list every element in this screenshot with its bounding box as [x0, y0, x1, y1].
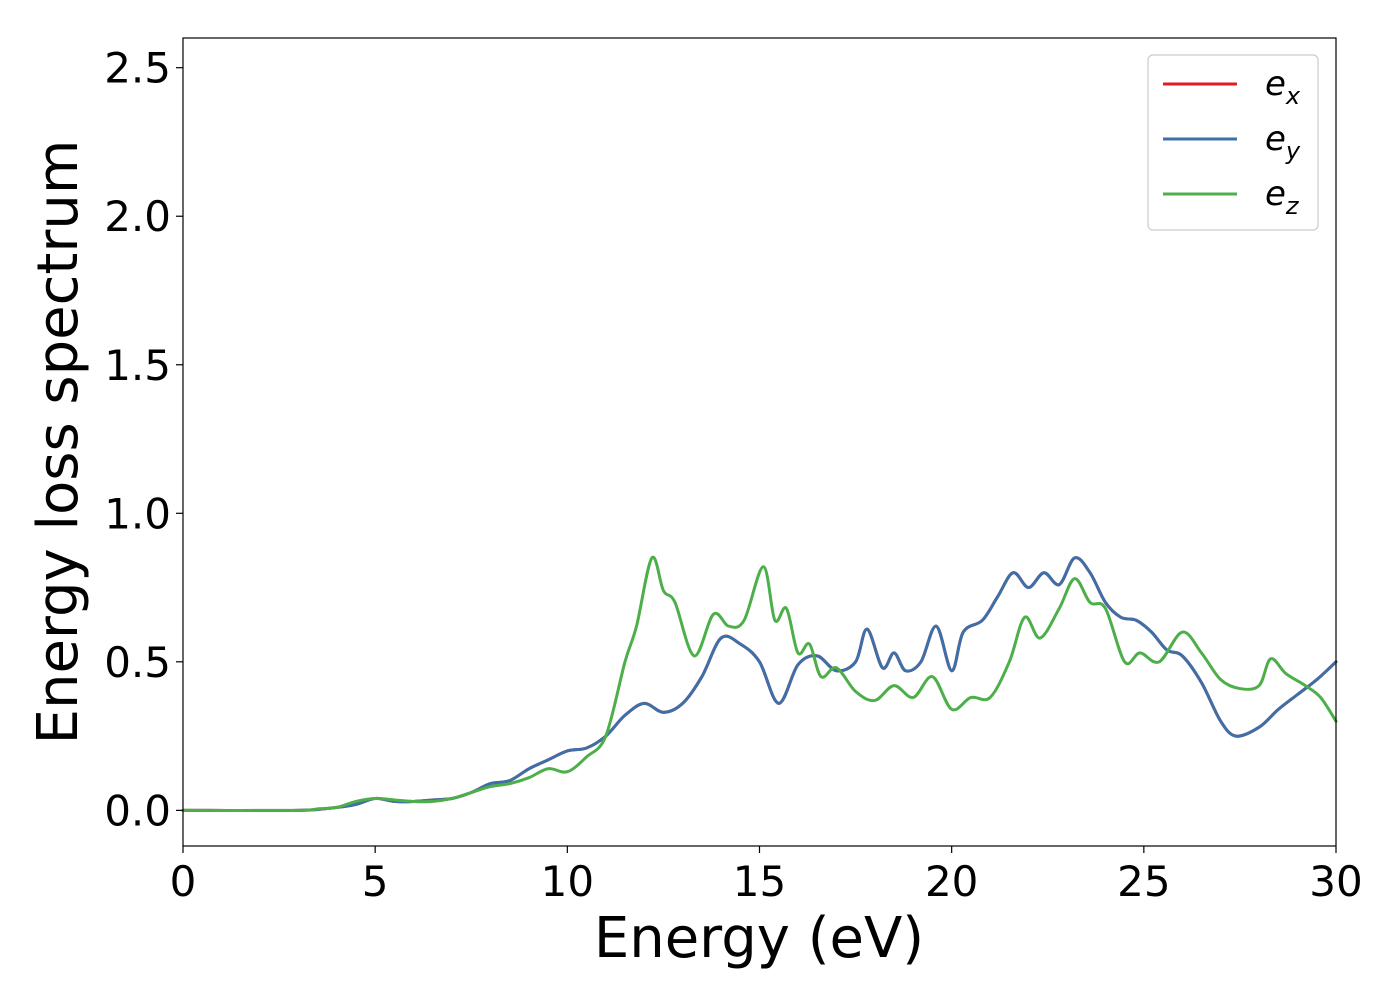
y-tick-label: 0.0	[104, 786, 171, 835]
legend-entry-y: ey	[1163, 119, 1301, 165]
x-tick-label: 25	[1117, 857, 1170, 906]
legend-box	[1147, 54, 1319, 231]
legend-entry-x: ex	[1163, 64, 1301, 110]
y-tick-label: 2.0	[104, 192, 171, 241]
x-tick-label: 5	[362, 857, 389, 906]
x-tick-label: 10	[541, 857, 594, 906]
legend-label: ey	[1265, 119, 1301, 165]
x-tick-label: 0	[170, 857, 197, 906]
x-tick-label: 15	[733, 857, 786, 906]
y-tick-label: 1.5	[104, 341, 171, 390]
y-axis-ticks: 0.0 0.5 1.0 1.5 2.0 2.5	[104, 44, 183, 835]
legend-label: ez	[1265, 174, 1300, 220]
plot-area	[183, 38, 1336, 846]
series-line-z	[181, 555, 1338, 812]
y-tick-label: 1.0	[104, 489, 171, 538]
legend-label: ex	[1265, 64, 1301, 110]
x-tick-label: 20	[925, 857, 978, 906]
y-axis-title: Energy loss spectrum	[26, 140, 91, 745]
y-tick-label: 2.5	[104, 44, 171, 93]
x-tick-label: 30	[1309, 857, 1362, 906]
x-axis-ticks: 0 5 10 15 20 25 30	[170, 846, 1363, 906]
series-layer	[181, 555, 1338, 813]
legend-entry-z: ez	[1163, 174, 1300, 220]
legend-entries: ex ey ez	[1163, 64, 1301, 220]
legend: ex ey ez	[1147, 54, 1319, 231]
x-axis-title: Energy (eV)	[594, 906, 924, 971]
series-line-y	[181, 556, 1338, 813]
y-tick-label: 0.5	[104, 638, 171, 687]
